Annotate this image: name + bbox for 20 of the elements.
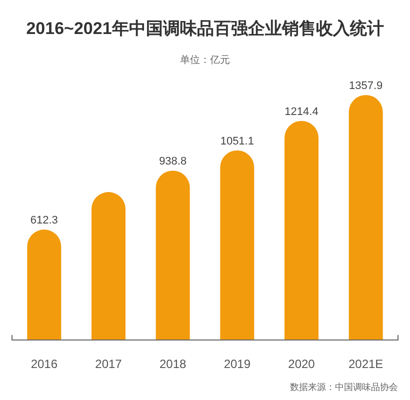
x-tick-label: 2020 bbox=[288, 357, 316, 371]
data-label: 1214.4 bbox=[284, 106, 318, 118]
x-tick-label: 2016 bbox=[30, 357, 58, 371]
x-tick-label: 2018 bbox=[159, 357, 187, 371]
bar bbox=[92, 192, 126, 340]
bar bbox=[284, 120, 318, 340]
bar bbox=[220, 150, 254, 340]
data-label: 612.3 bbox=[30, 214, 58, 227]
data-label: 1357.9 bbox=[349, 80, 383, 92]
data-label: 938.8 bbox=[159, 156, 187, 168]
bar bbox=[156, 170, 190, 340]
bar bbox=[27, 230, 62, 340]
x-tick-label: 2019 bbox=[224, 357, 251, 371]
bar bbox=[348, 95, 383, 340]
x-tick-label: 2021E bbox=[348, 357, 384, 371]
x-tick-label: 2017 bbox=[95, 357, 122, 371]
chart-title: 2016~2021年中国调味品百强企业销售收入统计 bbox=[26, 19, 384, 38]
source-note: 数据来源：中国调味品协会 bbox=[290, 382, 398, 392]
chart-subtitle: 单位：亿元 bbox=[180, 54, 230, 66]
data-label: 1051.1 bbox=[220, 135, 254, 148]
